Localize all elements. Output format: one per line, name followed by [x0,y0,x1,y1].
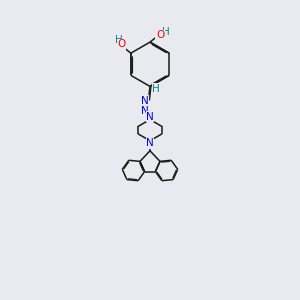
Text: H: H [152,84,160,94]
Text: N: N [141,106,149,116]
Text: H: H [161,26,169,37]
Text: O: O [156,30,164,40]
Text: N: N [141,96,149,106]
Text: H: H [115,35,123,45]
Text: O: O [118,39,126,49]
Text: N: N [146,138,154,148]
Text: N: N [146,112,154,122]
